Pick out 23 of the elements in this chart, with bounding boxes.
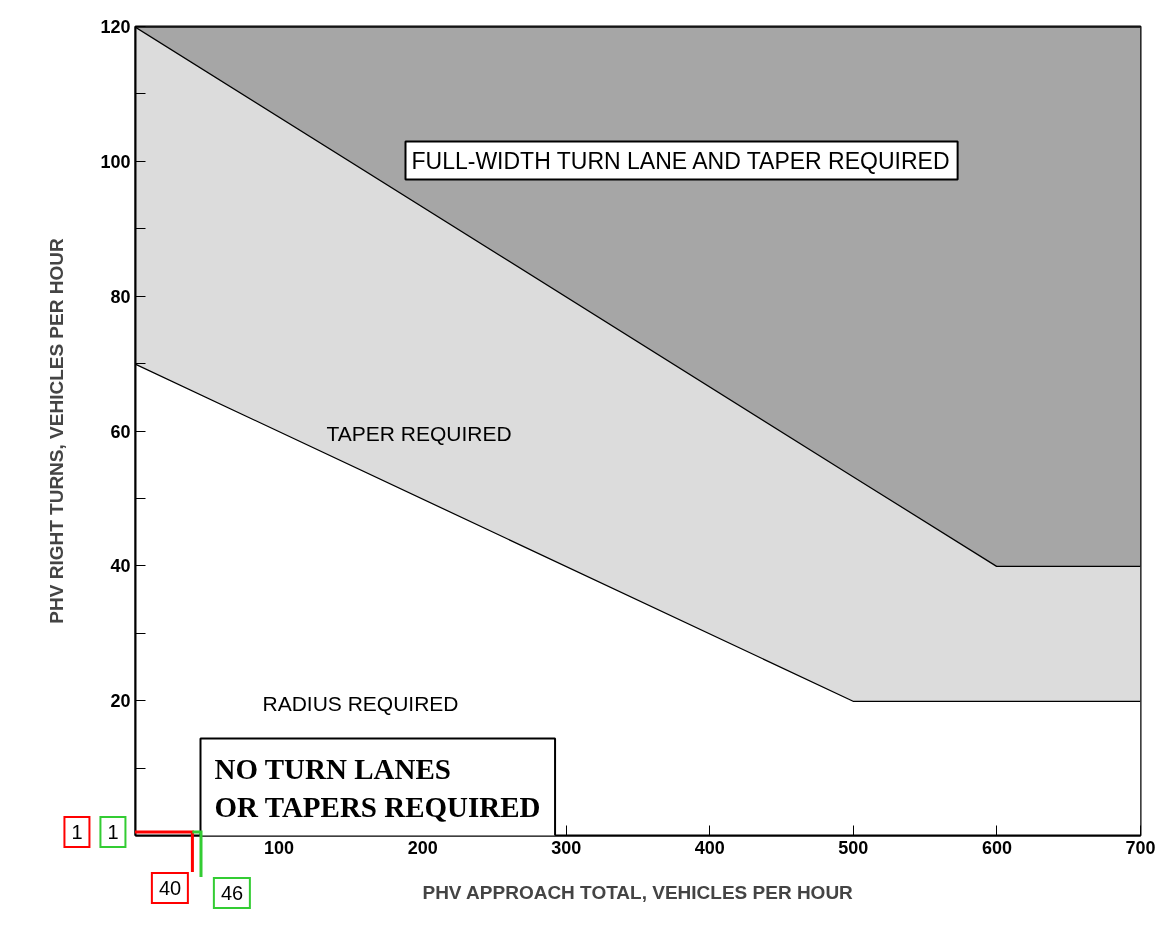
x-tick-label: 100 <box>264 837 295 858</box>
annotation: RADIUS REQUIRED <box>262 692 459 715</box>
text: 1 <box>99 816 127 848</box>
x-tick-label: 400 <box>694 837 725 858</box>
text: 1 <box>63 816 91 848</box>
annotation: FULL-WIDTH TURN LANE AND TAPER REQUIRED <box>411 147 950 174</box>
x-tick-label: 700 <box>1125 837 1156 858</box>
x-tick-label: 200 <box>407 837 438 858</box>
y-tick-label: 60 <box>110 421 131 442</box>
y-tick-label: 100 <box>100 151 131 172</box>
x-tick-label: 600 <box>981 837 1012 858</box>
y-tick-label: 120 <box>100 17 131 37</box>
x-tick-label: 500 <box>838 837 869 858</box>
y-tick-label: 40 <box>110 556 131 577</box>
x-tick-label: 300 <box>551 837 582 858</box>
annotation: TAPER REQUIRED <box>326 422 512 445</box>
y-axis-title: PHV RIGHT TURNS, VEHICLES PER HOUR <box>46 238 68 624</box>
annotation: NO TURN LANES OR TAPERS REQUIRED <box>214 752 541 823</box>
x-axis-title: PHV APPROACH TOTAL, VEHICLES PER HOUR <box>422 881 854 903</box>
annotation: 46 <box>212 877 252 909</box>
y-tick-label: 20 <box>110 691 131 712</box>
y-tick-label: 80 <box>110 286 131 307</box>
annotation: 40 <box>150 872 190 904</box>
